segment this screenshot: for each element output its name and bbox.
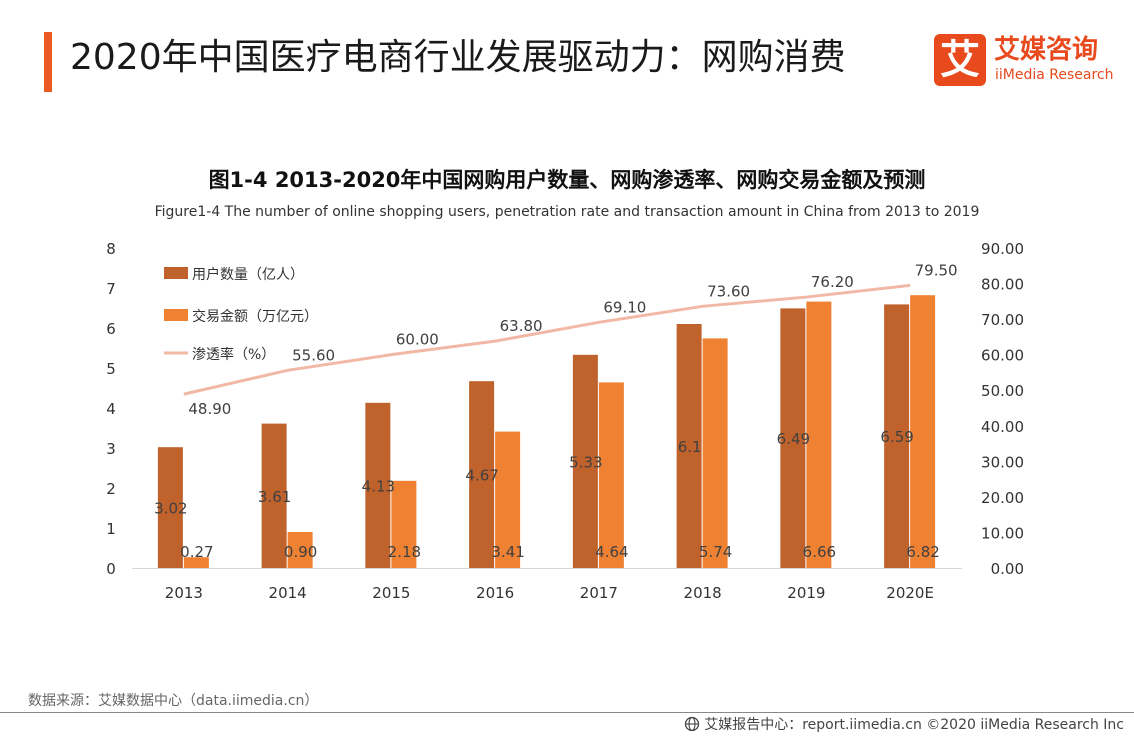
left-axis-tick-label: 1 bbox=[106, 520, 116, 538]
data-label-penetration: 63.80 bbox=[500, 317, 543, 335]
data-label-penetration: 55.60 bbox=[292, 346, 335, 364]
bar-amount-2018 bbox=[702, 338, 728, 568]
globe-icon bbox=[685, 716, 700, 732]
left-axis-tick-label: 3 bbox=[106, 440, 116, 458]
bar-amount-2017 bbox=[598, 382, 624, 568]
logo-chinese-name: 艾媒咨询 bbox=[994, 35, 1099, 65]
x-axis-tick-label: 2018 bbox=[684, 584, 722, 602]
bar-amount-2019 bbox=[806, 301, 832, 568]
x-axis-tick-label: 2017 bbox=[580, 584, 618, 602]
right-axis-tick-label: 10.00 bbox=[981, 524, 1024, 542]
data-source: 数据来源：艾媒数据中心（data.iimedia.cn） bbox=[28, 693, 319, 709]
bar-users-2016 bbox=[469, 381, 495, 568]
data-label-amount: 3.41 bbox=[491, 543, 524, 561]
x-axis-tick-label: 2020E bbox=[886, 584, 934, 602]
title-accent-bar bbox=[44, 32, 52, 92]
data-label-users: 3.02 bbox=[154, 500, 187, 518]
data-label-users: 4.67 bbox=[465, 467, 498, 485]
left-axis-tick-label: 8 bbox=[106, 240, 116, 258]
logo-english-name: iiMedia Research bbox=[995, 67, 1114, 83]
bar-users-2018 bbox=[676, 324, 702, 568]
footer-divider bbox=[0, 712, 1134, 713]
data-label-amount: 0.90 bbox=[284, 543, 317, 561]
data-label-penetration: 60.00 bbox=[396, 331, 439, 349]
left-axis-tick-label: 0 bbox=[106, 560, 116, 578]
bar-users-2017 bbox=[572, 354, 598, 568]
left-axis-tick-label: 4 bbox=[106, 400, 116, 418]
data-label-amount: 6.82 bbox=[906, 543, 939, 561]
data-label-users: 6.1 bbox=[678, 438, 702, 456]
right-axis-tick-label: 70.00 bbox=[981, 311, 1024, 329]
data-label-amount: 6.66 bbox=[803, 543, 836, 561]
right-axis-tick-label: 80.00 bbox=[981, 276, 1024, 294]
x-axis-tick-label: 2015 bbox=[372, 584, 410, 602]
data-label-amount: 0.27 bbox=[180, 543, 213, 561]
legend-swatch-amount bbox=[164, 309, 188, 321]
line-penetration bbox=[183, 283, 911, 396]
data-label-penetration: 79.50 bbox=[915, 261, 958, 279]
bar-users-2020E bbox=[884, 304, 910, 568]
x-axis-tick-label: 2014 bbox=[269, 584, 307, 602]
left-axis-tick-label: 6 bbox=[106, 320, 116, 338]
bar-users-2013 bbox=[157, 447, 183, 568]
x-axis-tick-label: 2016 bbox=[476, 584, 514, 602]
data-label-users: 3.61 bbox=[258, 488, 291, 506]
data-label-users: 6.59 bbox=[880, 428, 913, 446]
data-label-users: 5.33 bbox=[569, 453, 602, 471]
bar-users-2015 bbox=[365, 402, 391, 568]
page-title: 2020年中国医疗电商行业发展驱动力：网购消费 bbox=[70, 37, 846, 78]
legend-label-amount: 交易金额（万亿元） bbox=[192, 308, 318, 325]
data-label-amount: 5.74 bbox=[699, 543, 732, 561]
legend-label-penetration: 渗透率（%） bbox=[192, 346, 275, 363]
left-axis-tick-label: 5 bbox=[106, 360, 116, 378]
data-label-users: 4.13 bbox=[362, 477, 395, 495]
chart-title: 图1-4 2013-2020年中国网购用户数量、网购渗透率、网购交易金额及预测 bbox=[208, 168, 926, 192]
bar-users-2019 bbox=[780, 308, 806, 568]
left-axis-tick-label: 7 bbox=[106, 280, 116, 298]
bar-amount-2015 bbox=[391, 480, 417, 568]
data-label-penetration: 48.90 bbox=[188, 400, 231, 418]
right-axis-tick-label: 20.00 bbox=[981, 489, 1024, 507]
footer-credit-text: 艾媒报告中心：report.iimedia.cn ©2020 iiMedia R… bbox=[704, 717, 1124, 733]
footer-credit: 艾媒报告中心：report.iimedia.cn ©2020 iiMedia R… bbox=[684, 714, 1124, 734]
x-axis-tick-label: 2013 bbox=[165, 584, 203, 602]
legend-swatch-users bbox=[164, 267, 188, 279]
logo-mark: 艾 bbox=[934, 34, 986, 86]
legend-label-users: 用户数量（亿人） bbox=[192, 266, 304, 283]
right-axis-tick-label: 40.00 bbox=[981, 418, 1024, 436]
bar-amount-2020E bbox=[910, 295, 936, 568]
bar-users-2014 bbox=[261, 423, 287, 568]
right-axis-tick-label: 50.00 bbox=[981, 382, 1024, 400]
iimedia-logo: 艾 艾媒咨询 iiMedia Research bbox=[934, 34, 1114, 86]
data-label-users: 6.49 bbox=[777, 430, 810, 448]
right-axis-tick-label: 60.00 bbox=[981, 347, 1024, 365]
right-axis-tick-label: 90.00 bbox=[981, 240, 1024, 258]
bar-amount-2016 bbox=[495, 431, 521, 568]
bar-amount-2014 bbox=[287, 532, 313, 568]
bar-amount-2013 bbox=[183, 557, 209, 568]
data-label-amount: 2.18 bbox=[388, 543, 421, 561]
right-axis-tick-label: 0.00 bbox=[991, 560, 1024, 578]
x-axis-tick-label: 2019 bbox=[787, 584, 825, 602]
data-label-penetration: 76.20 bbox=[811, 273, 854, 291]
right-axis-tick-label: 30.00 bbox=[981, 453, 1024, 471]
data-label-penetration: 73.60 bbox=[707, 282, 750, 300]
data-label-amount: 4.64 bbox=[595, 543, 628, 561]
data-label-penetration: 69.10 bbox=[603, 298, 646, 316]
chart-subtitle: Figure1-4 The number of online shopping … bbox=[154, 204, 980, 220]
left-axis-tick-label: 2 bbox=[106, 480, 116, 498]
